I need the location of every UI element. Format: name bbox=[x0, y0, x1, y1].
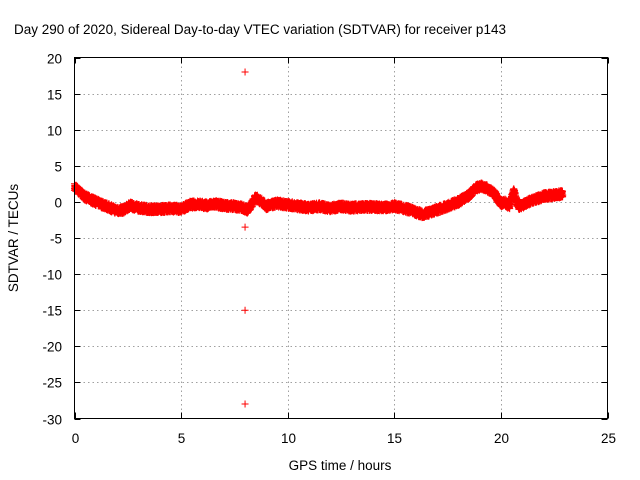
grid bbox=[74, 57, 608, 419]
chart-title: Day 290 of 2020, Sidereal Day-to-day VTE… bbox=[14, 22, 506, 37]
data-points bbox=[71, 68, 567, 408]
